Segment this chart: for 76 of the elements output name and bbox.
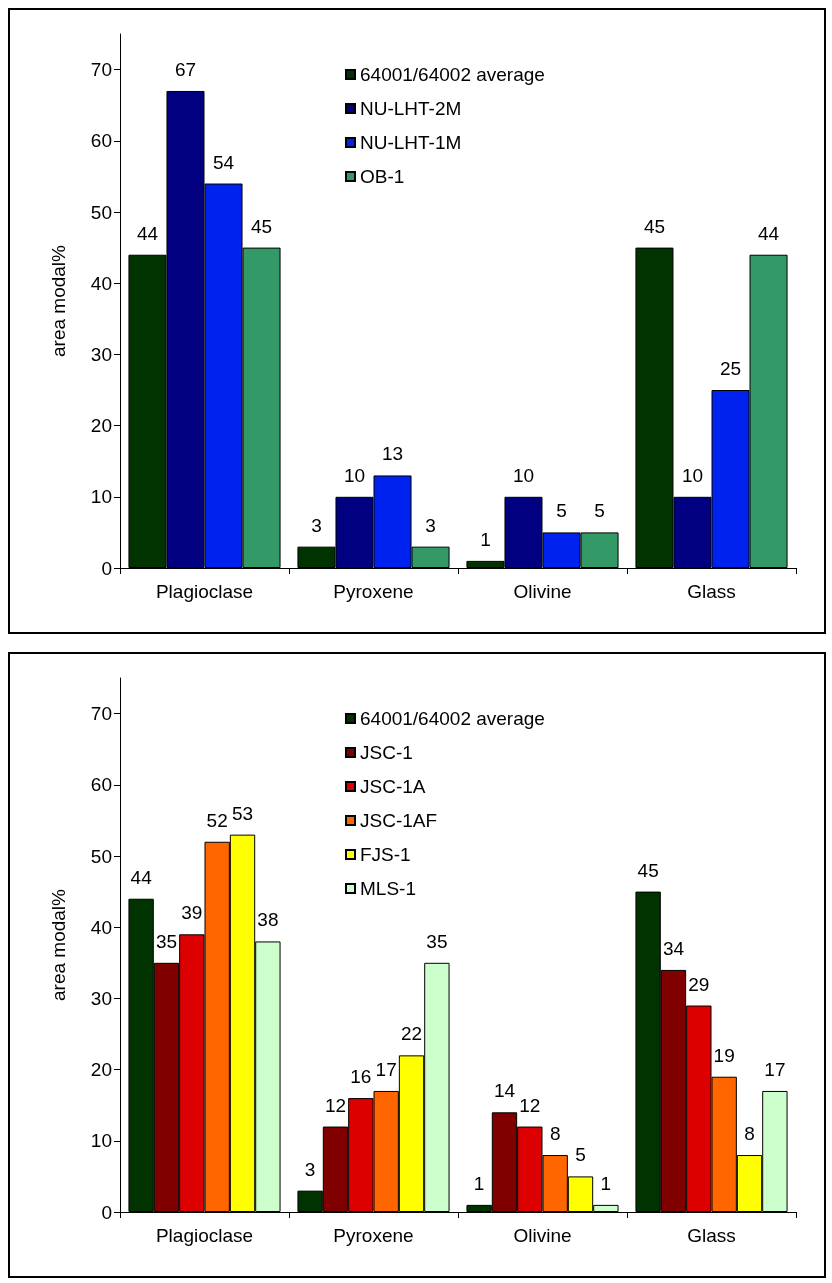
y-tick-label: 70 (90, 703, 112, 725)
legend-label: MLS-1 (360, 878, 416, 899)
data-label: 44 (757, 222, 780, 244)
x-tick-label: Olivine (513, 581, 572, 602)
y-tick-label: 50 (90, 201, 112, 223)
legend-label: OB-1 (360, 166, 405, 187)
data-label: 52 (206, 809, 228, 831)
data-label: 44 (136, 222, 159, 244)
data-label: 17 (764, 1058, 786, 1080)
y-axis-title: area modal% (48, 244, 69, 357)
data-label: 29 (688, 973, 710, 995)
data-label: 1 (480, 528, 491, 550)
data-label: 25 (719, 358, 742, 379)
data-label: 12 (324, 1094, 347, 1116)
data-label: 13 (381, 443, 404, 465)
x-tick-label: Glass (687, 1225, 736, 1246)
data-label: 3 (425, 514, 436, 536)
data-label: 67 (174, 58, 197, 80)
y-tick-label: 70 (90, 59, 112, 81)
data-label: 35 (426, 930, 448, 952)
data-label: 12 (519, 1094, 541, 1116)
data-label: 38 (257, 909, 279, 931)
data-label: 17 (375, 1058, 397, 1080)
data-label: 19 (713, 1044, 735, 1066)
legend-label: 64001/64002 average (360, 708, 545, 729)
legend-label: JSC-1 (360, 742, 413, 763)
y-tick-label: 0 (101, 557, 112, 579)
x-tick-label: Glass (687, 581, 736, 602)
x-tick-label: Pyroxene (333, 1225, 414, 1246)
legend-label: FJS-1 (360, 844, 411, 865)
data-label: 8 (549, 1123, 561, 1145)
y-tick-label: 50 (90, 845, 112, 867)
y-tick-label: 40 (90, 272, 112, 294)
y-tick-label: 20 (90, 1059, 112, 1081)
data-label: 5 (575, 1144, 586, 1166)
data-label: 22 (400, 1023, 423, 1045)
data-label: 1 (600, 1172, 612, 1194)
legend-label: NU-LHT-2M (360, 98, 462, 119)
y-tick-label: 20 (90, 415, 112, 437)
data-label: 45 (250, 215, 273, 237)
y-axis-title: area modal% (48, 888, 69, 1001)
data-label: 3 (311, 514, 322, 536)
legend-label: JSC-1A (360, 776, 426, 797)
legend-label: 64001/64002 average (360, 64, 545, 85)
y-tick-label: 60 (90, 130, 112, 152)
data-label: 44 (130, 866, 153, 888)
x-tick-label: Olivine (513, 1225, 572, 1246)
data-label: 45 (643, 215, 666, 237)
x-tick-label: Pyroxene (333, 581, 414, 602)
data-label: 3 (304, 1158, 316, 1180)
data-label: 54 (212, 151, 235, 173)
data-label: 53 (231, 802, 254, 824)
legend-label: NU-LHT-1M (360, 132, 462, 153)
legend-label: JSC-1AF (360, 810, 438, 831)
data-label: 14 (493, 1080, 516, 1102)
y-tick-label: 0 (101, 1201, 112, 1223)
data-label: 5 (556, 500, 567, 522)
data-label: 8 (744, 1123, 755, 1145)
x-tick-label: Plagioclase (155, 1225, 254, 1246)
data-label: 10 (681, 464, 704, 486)
data-label: 16 (350, 1066, 372, 1088)
x-tick-label: Plagioclase (155, 581, 254, 602)
data-label: 35 (155, 930, 178, 952)
data-label: 10 (343, 464, 366, 486)
data-label: 10 (512, 464, 535, 486)
data-label: 39 (181, 902, 203, 924)
y-tick-label: 10 (90, 1130, 112, 1152)
data-label: 1 (473, 1172, 485, 1194)
y-tick-label: 10 (90, 486, 112, 508)
data-label: 45 (637, 859, 659, 881)
y-tick-label: 40 (90, 916, 112, 938)
data-label: 5 (594, 500, 605, 522)
data-label: 34 (662, 937, 685, 959)
y-tick-label: 30 (90, 987, 112, 1009)
y-tick-label: 60 (90, 774, 112, 796)
y-tick-label: 30 (90, 343, 112, 365)
